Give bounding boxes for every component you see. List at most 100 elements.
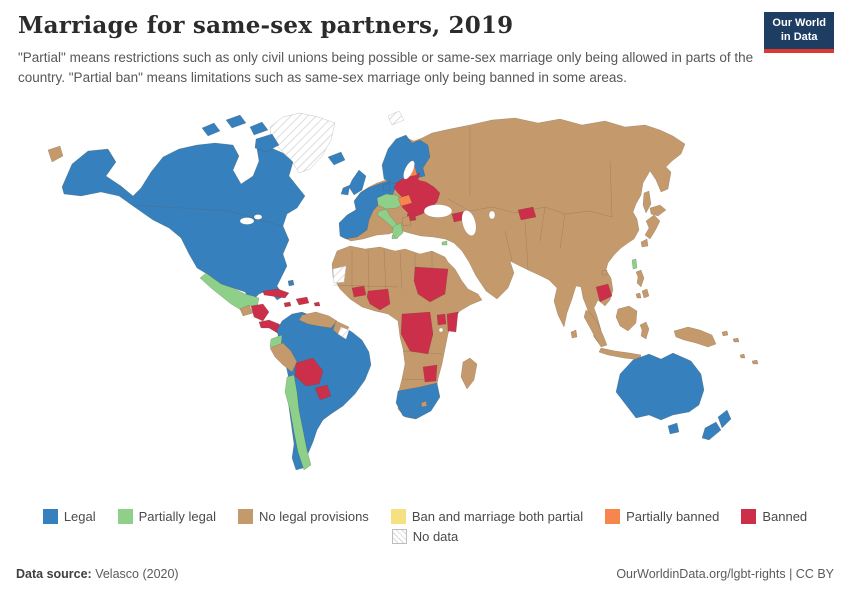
great-lakes xyxy=(239,217,255,225)
region-north-america[interactable] xyxy=(61,142,306,303)
map-legend: Legal Partially legal No legal provisions B… xyxy=(0,509,850,549)
legend-swatch-no_legal_provisions xyxy=(237,509,253,524)
region-paraguay[interactable] xyxy=(314,384,332,401)
owid-logo[interactable]: Our World in Data xyxy=(764,12,834,53)
legend-item-banned[interactable]: Banned xyxy=(741,509,807,524)
legend-item-partially_legal[interactable]: Partially legal xyxy=(117,509,216,524)
chart-footer: Data source: Velasco (2020) OurWorldinDa… xyxy=(16,567,834,581)
region-hungary-slovakia[interactable] xyxy=(397,194,413,207)
legend-item-ban_and_marriage_both_partial[interactable]: Ban and marriage both partial xyxy=(390,509,583,524)
region-sumatra[interactable] xyxy=(583,309,608,348)
region-pacific-island[interactable] xyxy=(732,337,740,343)
region-cyprus[interactable] xyxy=(441,240,448,246)
region-japan[interactable] xyxy=(644,214,661,240)
region-sakhalin[interactable] xyxy=(642,190,652,214)
region-bolivia[interactable] xyxy=(294,357,324,387)
region-japan[interactable] xyxy=(640,238,649,248)
region-borneo[interactable] xyxy=(615,305,638,332)
chart-header: Marriage for same-sex partners, 2019 "Pa… xyxy=(18,12,758,87)
aral-sea xyxy=(488,210,496,220)
region-pacific-island[interactable] xyxy=(721,330,729,337)
data-source-value: Velasco (2020) xyxy=(91,567,179,581)
region-sudan[interactable] xyxy=(413,266,449,303)
region-nigeria[interactable] xyxy=(366,288,391,311)
legend-label: Banned xyxy=(762,509,808,524)
region-pacific-island[interactable] xyxy=(751,359,759,365)
region-chile[interactable] xyxy=(284,374,312,471)
region-arctic-islands[interactable] xyxy=(225,114,247,129)
region-svalbard[interactable] xyxy=(387,110,405,126)
region-balkans[interactable] xyxy=(401,215,412,227)
region-philippines[interactable] xyxy=(635,292,642,299)
region-arctic-islands[interactable] xyxy=(249,121,269,136)
region-iceland[interactable] xyxy=(327,151,346,166)
region-bahamas[interactable] xyxy=(287,279,295,287)
region-arctic-islands[interactable] xyxy=(201,122,221,137)
caspian-sea xyxy=(461,210,477,236)
region-hispaniola[interactable] xyxy=(295,296,310,306)
region-greece[interactable] xyxy=(391,222,404,240)
legend-swatch-ban_and_marriage_both_partial xyxy=(390,509,406,524)
lake-victoria xyxy=(438,327,444,333)
region-taiwan[interactable] xyxy=(631,258,638,270)
region-venezuela[interactable] xyxy=(298,311,338,329)
region-new-zealand[interactable] xyxy=(701,421,722,441)
region-madagascar[interactable] xyxy=(460,357,478,390)
region-guyana-no-data[interactable] xyxy=(337,326,350,340)
chart-subtitle: "Partial" means restrictions such as onl… xyxy=(18,50,754,85)
chart-title: Marriage for same-sex partners, 2019 xyxy=(18,12,514,39)
region-greenland[interactable] xyxy=(269,112,336,174)
region-honduras-nicaragua[interactable] xyxy=(250,303,270,322)
region-japan[interactable] xyxy=(649,204,667,217)
region-new-zealand[interactable] xyxy=(717,409,732,429)
region-australia[interactable] xyxy=(615,352,705,421)
legend-item-no_data[interactable]: No data xyxy=(391,529,459,544)
region-hainan[interactable] xyxy=(601,269,608,276)
legend-row-2: No data xyxy=(0,529,850,544)
region-puerto-rico[interactable] xyxy=(313,301,321,307)
black-sea xyxy=(423,204,453,218)
legend-label: No data xyxy=(412,529,459,544)
region-chukotka[interactable] xyxy=(47,145,64,163)
region-peru[interactable] xyxy=(269,342,298,373)
region-jamaica[interactable] xyxy=(283,301,292,308)
region-burkina-faso[interactable] xyxy=(351,285,367,298)
region-western-sahara[interactable] xyxy=(332,265,347,284)
legend-swatch-no_data xyxy=(391,529,407,544)
region-baffin-island[interactable] xyxy=(254,133,280,153)
us-canada-border xyxy=(133,204,284,227)
region-kyrgyzstan[interactable] xyxy=(517,206,537,221)
region-denmark[interactable] xyxy=(382,182,391,192)
region-south-africa[interactable] xyxy=(395,382,441,420)
world-map xyxy=(47,110,759,471)
region-sulawesi[interactable] xyxy=(639,321,650,340)
legend-row-1: Legal Partially legal No legal provisions B… xyxy=(0,509,850,524)
region-kenya[interactable] xyxy=(446,311,459,333)
region-philippines[interactable] xyxy=(635,269,645,288)
region-philippines[interactable] xyxy=(641,288,650,299)
region-uganda[interactable] xyxy=(436,313,447,326)
owid-logo-line2: in Data xyxy=(780,30,818,43)
region-new-guinea[interactable] xyxy=(673,326,717,348)
region-zimbabwe[interactable] xyxy=(422,364,438,383)
legend-item-partially_banned[interactable]: Partially banned xyxy=(605,509,719,524)
license-link[interactable]: OurWorldinData.org/lgbt-rights | CC BY xyxy=(616,567,834,581)
region-lesotho[interactable] xyxy=(420,400,428,408)
region-sri-lanka[interactable] xyxy=(570,329,578,339)
legend-swatch-partially_legal xyxy=(117,509,133,524)
legend-swatch-partially_banned xyxy=(605,509,621,524)
data-source-label: Data source: xyxy=(16,567,92,581)
region-cambodia[interactable] xyxy=(595,283,613,303)
region-java[interactable] xyxy=(598,347,642,361)
legend-item-no_legal_provisions[interactable]: No legal provisions xyxy=(237,509,369,524)
data-source: Data source: Velasco (2020) xyxy=(16,567,179,581)
region-dr-congo[interactable] xyxy=(400,311,434,355)
legend-label: Partially banned xyxy=(626,509,720,524)
legend-label: No legal provisions xyxy=(258,509,369,524)
region-cuba[interactable] xyxy=(262,288,290,299)
region-tasmania[interactable] xyxy=(667,422,680,435)
legend-item-legal[interactable]: Legal xyxy=(42,509,96,524)
region-ireland[interactable] xyxy=(340,184,351,196)
region-pacific-island[interactable] xyxy=(739,353,746,359)
